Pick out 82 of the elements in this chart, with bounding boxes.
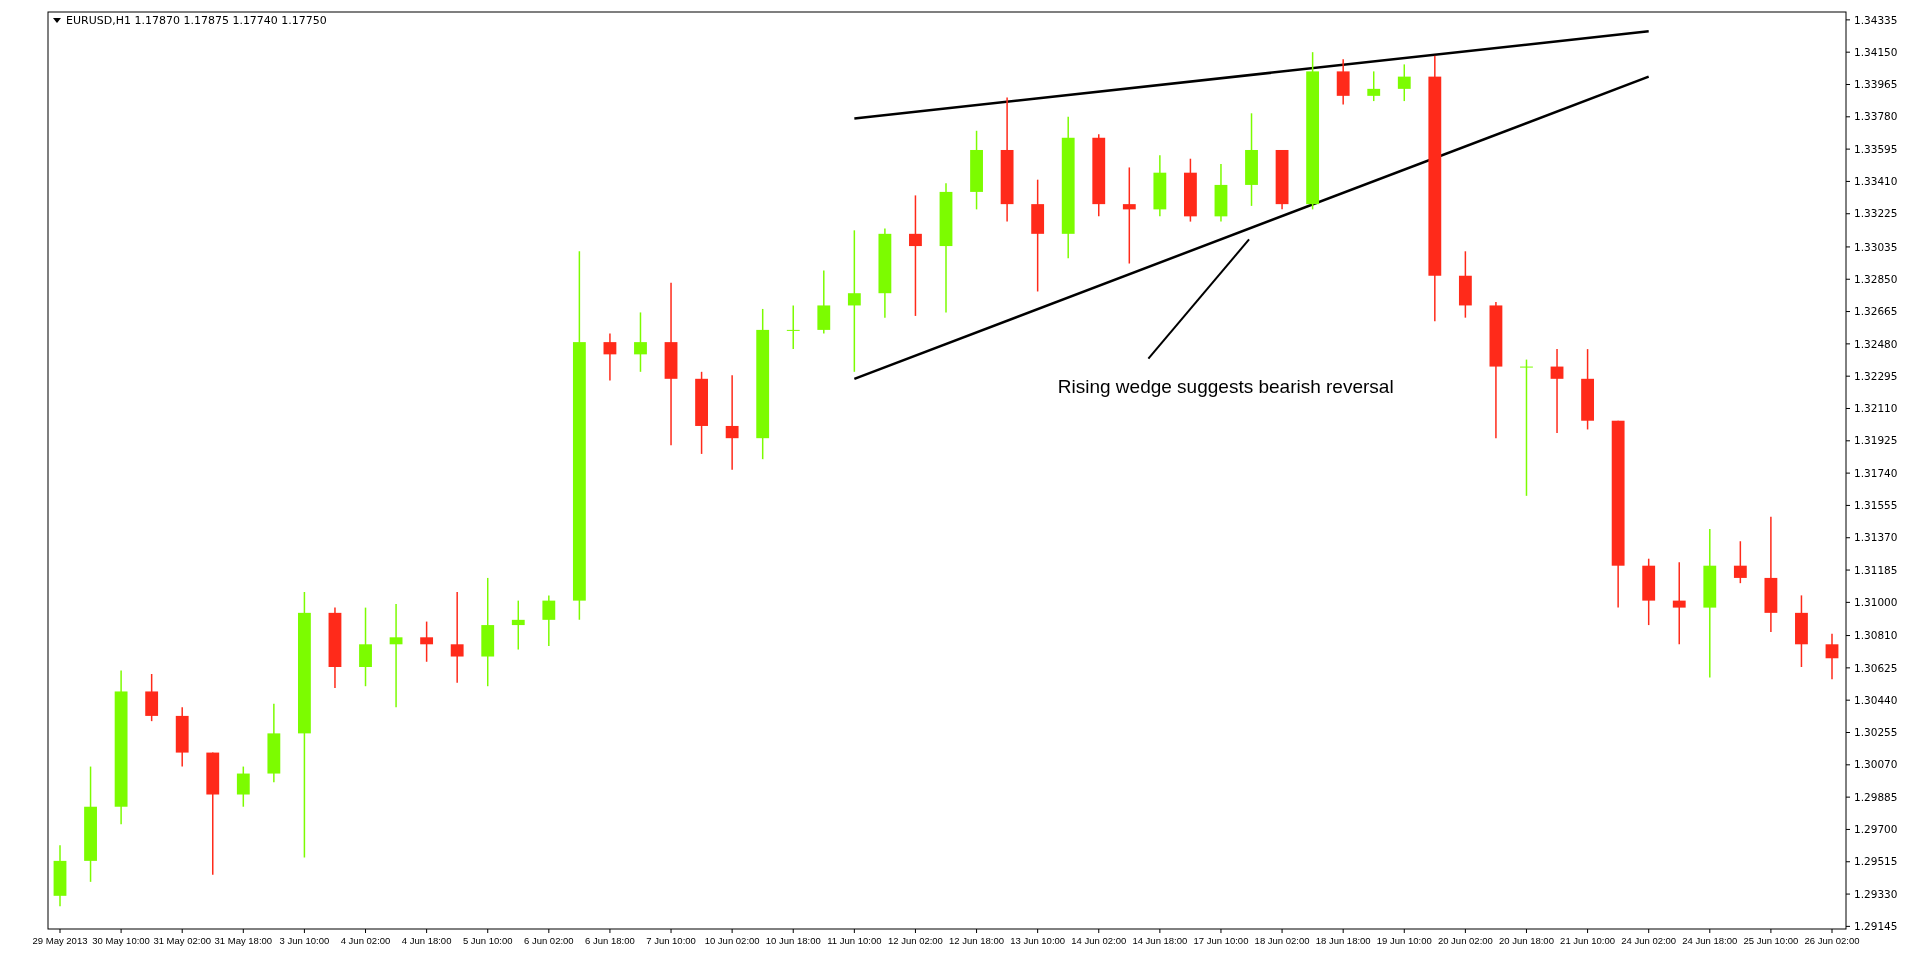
- candlestick: [847, 229, 861, 373]
- x-tick-label: 12 Jun 18:00: [949, 935, 1005, 946]
- x-tick-label: 6 Jun 02:00: [524, 935, 574, 946]
- candlestick: [1397, 63, 1411, 102]
- candlestick: [1550, 348, 1564, 434]
- y-tick-label: 1.31370: [1854, 531, 1898, 544]
- candlestick: [603, 332, 617, 382]
- y-tick-label: 1.32850: [1854, 272, 1898, 285]
- y-tick-label: 1.29515: [1854, 855, 1898, 868]
- chart-title: EURUSD,H1 1.17870 1.17875 1.17740 1.17750: [66, 14, 327, 27]
- y-tick-label: 1.34150: [1854, 45, 1898, 58]
- candlestick: [634, 311, 647, 373]
- y-tick-label: 1.31740: [1854, 466, 1898, 479]
- x-tick-label: 11 Jun 10:00: [827, 935, 882, 946]
- x-tick-label: 29 May 2013: [32, 935, 88, 946]
- x-tick-label: 25 Jun 10:00: [1743, 935, 1799, 946]
- x-tick-label: 20 Jun 02:00: [1437, 935, 1493, 946]
- x-tick-label: 24 Jun 18:00: [1682, 935, 1738, 946]
- candlestick: [359, 606, 372, 687]
- candlestick: [1672, 561, 1686, 646]
- y-tick-label: 1.29700: [1854, 823, 1898, 836]
- y-tick-label: 1.32295: [1854, 369, 1898, 382]
- y-tick-label: 1.32480: [1854, 337, 1898, 350]
- y-tick-label: 1.31925: [1854, 434, 1898, 447]
- y-tick-label: 1.33410: [1854, 175, 1898, 188]
- x-tick-label: 4 Jun 18:00: [401, 935, 452, 946]
- x-tick-label: 31 May 18:00: [214, 935, 273, 946]
- candlestick: [420, 620, 434, 663]
- candlestick: [542, 594, 556, 647]
- y-tick-label: 1.33965: [1854, 78, 1898, 91]
- x-tick-label: 10 Jun 02:00: [704, 935, 760, 946]
- y-tick-label: 1.31185: [1854, 563, 1898, 576]
- x-tick-label: 24 Jun 02:00: [1621, 935, 1677, 946]
- x-tick-label: 7 Jun 10:00: [646, 935, 696, 946]
- y-tick-label: 1.31555: [1854, 499, 1898, 512]
- x-tick-label: 18 Jun 02:00: [1254, 935, 1310, 946]
- y-tick-label: 1.30810: [1854, 629, 1898, 642]
- candlestick: [236, 765, 250, 808]
- candlestick: [1367, 70, 1381, 102]
- candlestick: [1122, 166, 1136, 265]
- annotation: Rising wedge suggests bearish reversal: [1057, 375, 1394, 397]
- x-tick-label: 21 Jun 10:00: [1560, 935, 1616, 946]
- y-tick-label: 1.29145: [1854, 920, 1898, 933]
- x-tick-label: 17 Jun 10:00: [1193, 935, 1249, 946]
- x-tick-label: 14 Jun 02:00: [1071, 935, 1127, 946]
- x-tick-label: 19 Jun 10:00: [1376, 935, 1432, 946]
- candlestick: [786, 304, 800, 350]
- candlestick: [1825, 633, 1839, 680]
- x-tick-label: 30 May 10:00: [92, 935, 150, 946]
- y-tick-label: 1.30070: [1854, 758, 1898, 771]
- candlestick: [450, 591, 464, 684]
- x-tick-label: 31 May 02:00: [153, 935, 211, 946]
- candlestick: [511, 599, 525, 651]
- y-tick-label: 1.30255: [1854, 726, 1898, 739]
- y-tick-label: 1.32110: [1854, 402, 1898, 415]
- x-tick-label: 3 Jun 10:00: [279, 935, 330, 946]
- x-tick-label: 6 Jun 18:00: [585, 935, 635, 946]
- y-tick-label: 1.33225: [1854, 207, 1898, 220]
- candlestick: [909, 194, 922, 317]
- candlestick: [389, 603, 403, 708]
- y-tick-label: 1.32665: [1854, 305, 1898, 318]
- y-tick-label: 1.34335: [1854, 13, 1898, 26]
- x-tick-label: 14 Jun 18:00: [1132, 935, 1188, 946]
- y-tick-label: 1.30440: [1854, 693, 1898, 706]
- y-tick-label: 1.33035: [1854, 240, 1898, 253]
- y-tick-label: 1.33595: [1854, 142, 1898, 155]
- x-tick-label: 13 Jun 10:00: [1010, 935, 1066, 946]
- y-tick-label: 1.29330: [1854, 887, 1898, 900]
- y-tick-label: 1.33780: [1854, 110, 1898, 123]
- candlestick: [1520, 358, 1533, 497]
- x-tick-label: 5 Jun 10:00: [462, 935, 513, 946]
- x-tick-label: 10 Jun 18:00: [765, 935, 821, 946]
- y-tick-label: 1.30625: [1854, 661, 1898, 674]
- x-tick-label: 18 Jun 18:00: [1315, 935, 1371, 946]
- x-tick-label: 26 Jun 02:00: [1804, 935, 1860, 946]
- y-tick-label: 1.29885: [1854, 790, 1898, 803]
- candlestick: [1733, 540, 1747, 584]
- x-tick-label: 20 Jun 18:00: [1499, 935, 1554, 946]
- y-tick-label: 1.31000: [1854, 596, 1898, 609]
- x-tick-label: 12 Jun 02:00: [887, 935, 943, 946]
- candlestick: [725, 374, 739, 471]
- x-tick-label: 4 Jun 02:00: [340, 935, 391, 946]
